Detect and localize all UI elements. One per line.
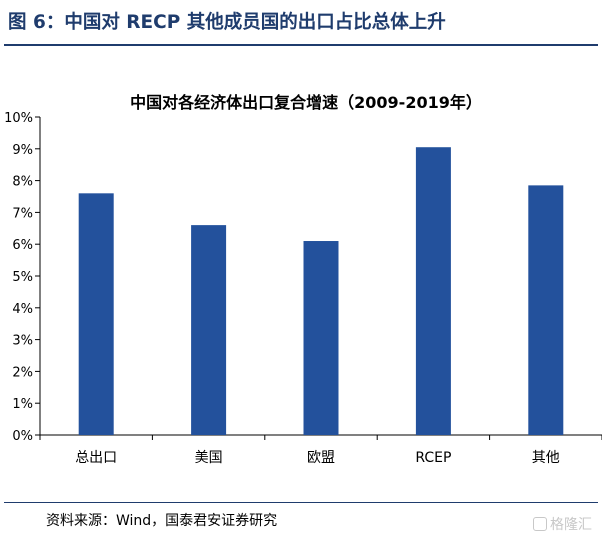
figure-heading: 图 6：中国对 RECP 其他成员国的出口占比总体上升 <box>8 12 446 33</box>
bar-2 <box>303 241 339 435</box>
y-tick-label: 7% <box>12 206 33 221</box>
watermark: 格隆汇 <box>533 514 592 534</box>
chart-title: 中国对各经济体出口复合增速（2009-2019年） <box>130 93 482 112</box>
watermark-text: 格隆汇 <box>550 517 592 533</box>
y-tick-label: 5% <box>12 270 33 285</box>
x-tick-label: 美国 <box>195 450 223 466</box>
y-tick-label: 2% <box>12 365 33 380</box>
chart-bars <box>78 147 564 435</box>
heading-rule <box>4 44 598 46</box>
bar-0 <box>78 193 114 435</box>
source-rule <box>4 502 598 503</box>
x-tick-label: RCEP <box>415 450 451 466</box>
watermark-logo-icon <box>533 517 547 531</box>
bar-4 <box>528 185 564 435</box>
chart-axes <box>35 116 602 440</box>
y-tick-label: 8% <box>12 175 33 190</box>
y-tick-label: 3% <box>12 334 33 349</box>
y-tick-label: 6% <box>12 238 33 253</box>
x-tick-label: 欧盟 <box>307 450 335 466</box>
x-tick-label: 总出口 <box>75 450 117 466</box>
bar-3 <box>415 147 451 435</box>
y-tick-label: 10% <box>4 111 33 126</box>
y-tick-label: 0% <box>12 429 33 444</box>
y-tick-label: 1% <box>12 397 33 412</box>
x-axis-tick-labels: 总出口 美国 欧盟 RCEP 其他 <box>75 450 560 466</box>
x-tick-label: 其他 <box>532 450 560 466</box>
y-axis-tick-labels: 0% 1% 2% 3% 4% 5% 6% 7% 8% 9% 10% <box>4 111 33 444</box>
y-tick-label: 4% <box>12 302 33 317</box>
bar-chart: 中国对各经济体出口复合增速（2009-2019年） 0% 1% 2% 3% 4% 5% 6%… <box>4 93 602 466</box>
source-note: 资料来源：Wind，国泰君安证券研究 <box>46 513 278 529</box>
bar-1 <box>191 225 227 435</box>
y-tick-label: 9% <box>12 143 33 158</box>
